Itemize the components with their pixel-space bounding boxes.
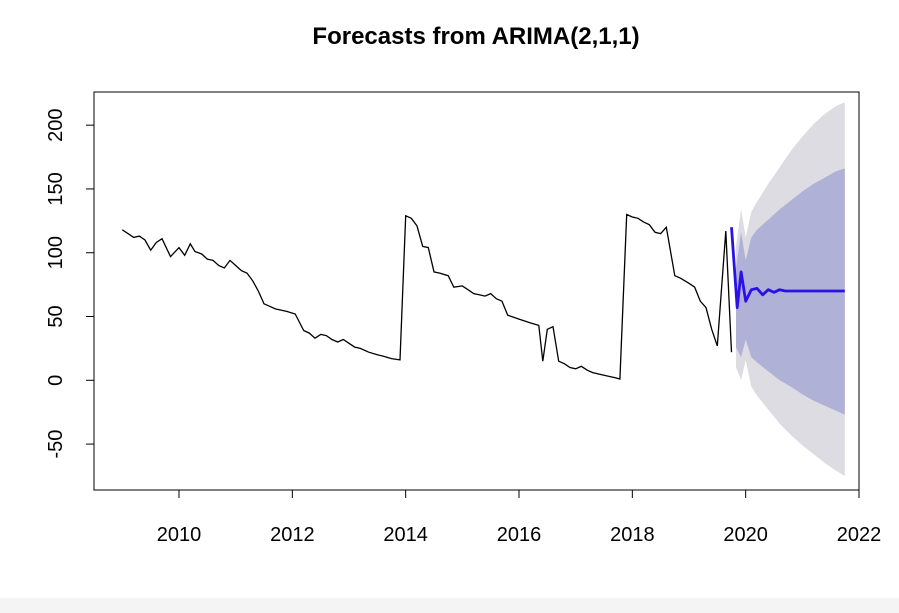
x-tick-label: 2014 — [383, 524, 428, 546]
y-tick-label: 0 — [45, 375, 67, 386]
y-tick-label: 50 — [45, 305, 67, 327]
plot-area — [93, 91, 860, 491]
x-tick-label: 2022 — [837, 524, 882, 546]
x-tick-label: 2016 — [497, 524, 542, 546]
forecast-series-line — [730, 227, 845, 310]
x-axis: 2010 2012 2014 2016 2018 2020 2022 — [157, 489, 882, 546]
history-series-line — [121, 213, 733, 380]
window-footer-strip — [0, 598, 899, 613]
x-tick-label: 2020 — [723, 524, 768, 546]
x-tick-label: 2012 — [270, 524, 315, 546]
y-tick-label: 150 — [45, 172, 67, 205]
y-tick-label: 100 — [45, 236, 67, 269]
x-tick-label: 2010 — [157, 524, 202, 546]
y-tick-label: -50 — [45, 430, 67, 459]
x-tick-label: 2018 — [610, 524, 655, 546]
y-axis: -50 0 50 100 150 200 — [45, 108, 95, 459]
chart-title: Forecasts from ARIMA(2,1,1) — [312, 23, 639, 50]
y-tick-label: 200 — [45, 108, 67, 141]
